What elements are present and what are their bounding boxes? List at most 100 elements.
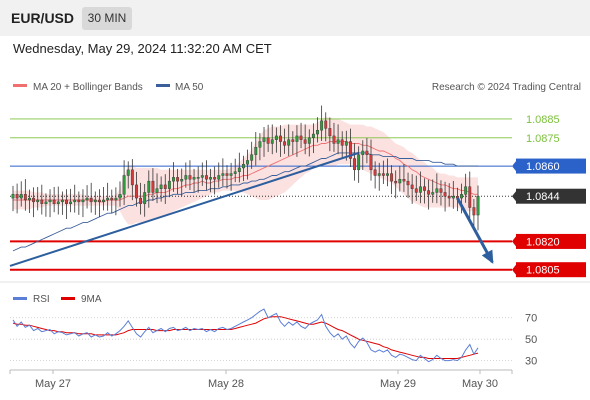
candle-body bbox=[237, 167, 241, 172]
candle-body bbox=[114, 197, 118, 201]
candle-body bbox=[60, 199, 64, 203]
candle-body bbox=[77, 199, 81, 203]
candle-body bbox=[118, 194, 122, 199]
candle-body bbox=[340, 139, 344, 146]
candle-body bbox=[328, 128, 332, 137]
candle-body bbox=[73, 199, 77, 203]
candle-body bbox=[192, 177, 196, 180]
candle-body bbox=[180, 179, 184, 182]
candle-body bbox=[258, 141, 262, 148]
level-tag-pointer-1.0844 bbox=[512, 191, 516, 202]
candle-body bbox=[167, 180, 171, 189]
candle-body bbox=[147, 180, 151, 193]
level-value-1.0820: 1.0820 bbox=[526, 236, 560, 248]
candle-body bbox=[472, 207, 476, 216]
candle-body bbox=[324, 120, 328, 129]
chart-datetime: Wednesday, May 29, 2024 11:32:20 AM CET bbox=[13, 41, 272, 56]
rsi-line bbox=[12, 308, 479, 363]
candle-body bbox=[102, 199, 105, 203]
candle-body bbox=[398, 179, 402, 184]
rsi-grid: 30 50 70 bbox=[10, 313, 537, 368]
candle-body bbox=[159, 184, 163, 189]
candle-body bbox=[266, 137, 270, 144]
level-value-1.0860: 1.0860 bbox=[526, 161, 560, 173]
level-value-1.0885: 1.0885 bbox=[526, 114, 560, 126]
candle-body bbox=[316, 130, 319, 135]
candle-body bbox=[209, 177, 212, 180]
rsi-ma-legend-swatch bbox=[61, 297, 75, 300]
level-value-1.0875: 1.0875 bbox=[526, 133, 560, 145]
candle-body bbox=[221, 173, 225, 176]
candle-body bbox=[85, 197, 89, 201]
candle-body bbox=[233, 171, 237, 174]
candle-body bbox=[130, 169, 134, 186]
price-levels-layer bbox=[10, 118, 512, 271]
x-axis: May 27 May 28 May 29 May 30 bbox=[9, 370, 513, 390]
candle-body bbox=[311, 133, 315, 139]
forecast-arrow-shaft bbox=[456, 197, 494, 263]
candle-body bbox=[279, 135, 282, 142]
ma20-legend-swatch bbox=[13, 84, 27, 87]
rsi-legend-label: RSI bbox=[33, 294, 50, 305]
level-tag-1.0860 bbox=[516, 158, 586, 174]
candle-body bbox=[283, 141, 287, 146]
research-credit: Research © 2024 Trading Central bbox=[432, 82, 581, 93]
ma50-legend-swatch bbox=[156, 84, 170, 87]
candle-body bbox=[217, 175, 221, 180]
candle-body bbox=[427, 190, 431, 195]
candle-body bbox=[295, 135, 299, 142]
candle-body bbox=[451, 196, 455, 199]
rsi-legend-swatch bbox=[13, 297, 27, 300]
candle-body bbox=[410, 184, 414, 189]
rsi-lines bbox=[12, 308, 479, 363]
candle-body bbox=[299, 135, 303, 140]
candle-body bbox=[69, 201, 73, 204]
candle-body bbox=[287, 139, 291, 146]
candle-body bbox=[394, 180, 398, 184]
candle-body bbox=[431, 192, 435, 195]
bollinger-band-fill bbox=[13, 117, 478, 225]
candle-body bbox=[40, 199, 44, 204]
candle-body bbox=[122, 175, 126, 195]
candle-body bbox=[28, 197, 31, 201]
candle-body bbox=[52, 199, 56, 204]
candle-body bbox=[254, 147, 258, 155]
candle-body bbox=[464, 186, 468, 195]
level-tag-1.0805 bbox=[516, 262, 586, 278]
x-axis-label: May 27 bbox=[35, 378, 71, 390]
candle-body bbox=[468, 186, 472, 208]
candle-body bbox=[176, 177, 180, 182]
candle-body bbox=[373, 169, 377, 176]
candle-body bbox=[242, 163, 245, 169]
candle-body bbox=[435, 188, 439, 193]
candle-body bbox=[11, 194, 15, 199]
candle-body bbox=[307, 137, 311, 144]
candle-body bbox=[97, 199, 101, 203]
candle-body bbox=[418, 186, 422, 193]
level-value-1.0805: 1.0805 bbox=[526, 265, 560, 277]
bollinger-bands-layer bbox=[13, 117, 478, 225]
candle-body bbox=[320, 120, 324, 131]
candle-body bbox=[184, 175, 188, 180]
rsi-tick-30: 30 bbox=[525, 356, 537, 368]
candle-body bbox=[48, 199, 52, 203]
rsi-tick-50: 50 bbox=[525, 334, 537, 346]
candle-body bbox=[365, 150, 369, 155]
candle-body bbox=[23, 194, 27, 201]
candle-body bbox=[204, 175, 208, 180]
candle-body bbox=[139, 197, 143, 204]
candle-body bbox=[196, 177, 200, 179]
candle-body bbox=[106, 197, 110, 201]
candle-body bbox=[229, 173, 233, 176]
rsi-tick-70: 70 bbox=[525, 313, 537, 325]
candlesticks-layer bbox=[11, 105, 480, 231]
candle-body bbox=[414, 188, 418, 193]
candle-body bbox=[332, 135, 336, 144]
symbol-label: EUR/USD bbox=[11, 10, 75, 26]
timeframe-button[interactable]: 30 MIN bbox=[82, 7, 132, 30]
x-axis-label: May 29 bbox=[380, 378, 416, 390]
candle-body bbox=[225, 173, 229, 176]
candle-body bbox=[381, 173, 385, 176]
candle-body bbox=[353, 158, 356, 171]
